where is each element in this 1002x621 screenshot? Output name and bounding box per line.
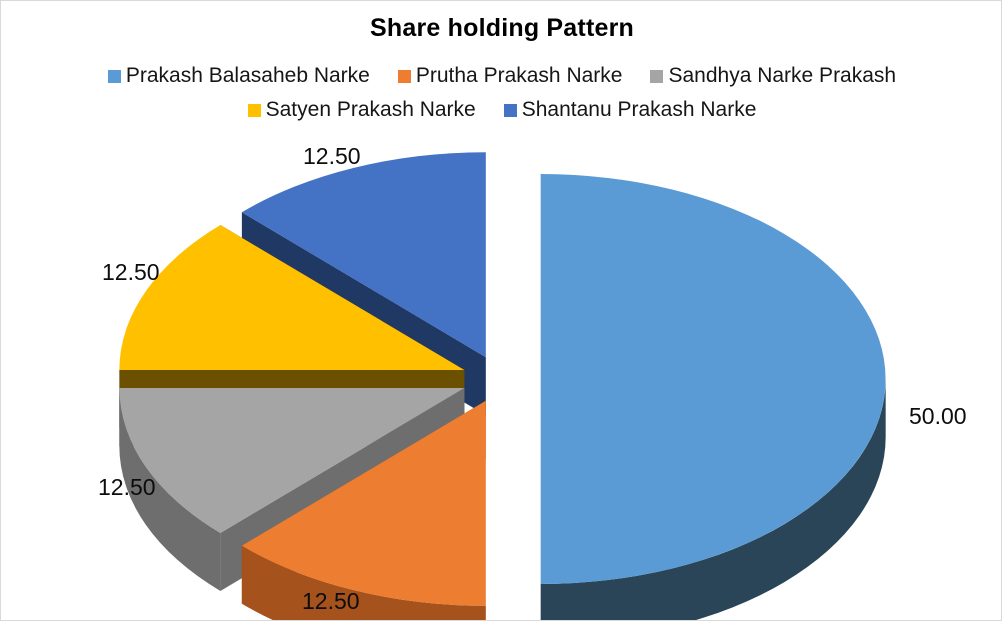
- legend-swatch-icon: [247, 103, 261, 117]
- data-label-prutha-prakash-narke: 12.50: [302, 588, 360, 614]
- pie-slice-rim-prakash-balasaheb-narke[interactable]: [540, 379, 886, 621]
- data-label-sandhya-narke-prakash: 12.50: [98, 474, 156, 500]
- data-label-satyen-prakash-narke: 12.50: [102, 259, 160, 285]
- pie-slice-rim-sandhya-narke-prakash[interactable]: [119, 388, 221, 591]
- chart-legend: Prakash Balasaheb Narke Prutha Prakash N…: [1, 59, 1001, 127]
- legend-item-shantanu-prakash-narke[interactable]: Shantanu Prakash Narke: [503, 98, 757, 122]
- legend-row: Satyen Prakash Narke Shantanu Prakash Na…: [1, 93, 1001, 127]
- legend-item-label: Prutha Prakash Narke: [415, 64, 623, 87]
- data-label-prakash-balasaheb-narke: 50.00: [909, 403, 967, 429]
- page-title: Share holding Pattern: [370, 14, 634, 42]
- pie-slice-sandhya-narke-prakash[interactable]: [119, 388, 465, 533]
- pie-slice-satyen-prakash-narke[interactable]: [119, 225, 465, 370]
- legend-item-prutha-prakash-narke[interactable]: Prutha Prakash Narke: [397, 64, 623, 88]
- data-label-shantanu-prakash-narke: 12.50: [303, 143, 361, 169]
- legend-item-satyen-prakash-narke[interactable]: Satyen Prakash Narke: [247, 98, 476, 122]
- legend-swatch-icon: [397, 69, 411, 83]
- legend-swatch-icon: [107, 69, 121, 83]
- pie-slice-prakash-balasaheb-narke[interactable]: [540, 174, 886, 584]
- legend-swatch-icon: [650, 69, 664, 83]
- pie-slice-shantanu-prakash-narke[interactable]: [241, 152, 486, 358]
- pie-slice-rim-prutha-prakash-narke[interactable]: [241, 545, 486, 621]
- legend-row: Prakash Balasaheb Narke Prutha Prakash N…: [1, 59, 1001, 93]
- legend-item-label: Prakash Balasaheb Narke: [125, 64, 370, 87]
- legend-swatch-icon: [503, 103, 517, 117]
- legend-item-label: Satyen Prakash Narke: [265, 98, 476, 121]
- legend-item-label: Shantanu Prakash Narke: [521, 98, 757, 121]
- legend-item-prakash-balasaheb-narke[interactable]: Prakash Balasaheb Narke: [107, 64, 370, 88]
- legend-item-sandhya-narke-prakash[interactable]: Sandhya Narke Prakash: [650, 64, 896, 88]
- legend-item-label: Sandhya Narke Prakash: [668, 64, 897, 87]
- pie-slice-prutha-prakash-narke[interactable]: [241, 400, 486, 606]
